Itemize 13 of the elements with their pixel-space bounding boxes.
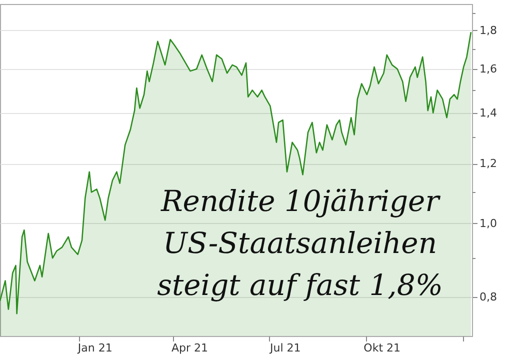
- y-tick-label: 1,0: [480, 216, 497, 230]
- y-tick-label: 0,8: [480, 290, 497, 304]
- x-tick-label: Jan 21: [76, 342, 112, 354]
- y-tick-label: 1,4: [480, 106, 497, 120]
- x-tick-label: Okt 21: [364, 342, 401, 354]
- y-tick-label: 1,8: [480, 24, 497, 37]
- annotation: US-Staatsanleihen: [163, 226, 437, 260]
- annotation: Rendite 10jähriger: [160, 184, 442, 218]
- x-tick-label: Apr 21: [171, 342, 208, 354]
- x-tick-label: Jul 21: [269, 342, 301, 354]
- y-tick-label: 1,2: [480, 157, 497, 170]
- annotation: steigt auf fast 1,8%: [157, 268, 443, 302]
- y-tick-label: 1,6: [480, 62, 497, 76]
